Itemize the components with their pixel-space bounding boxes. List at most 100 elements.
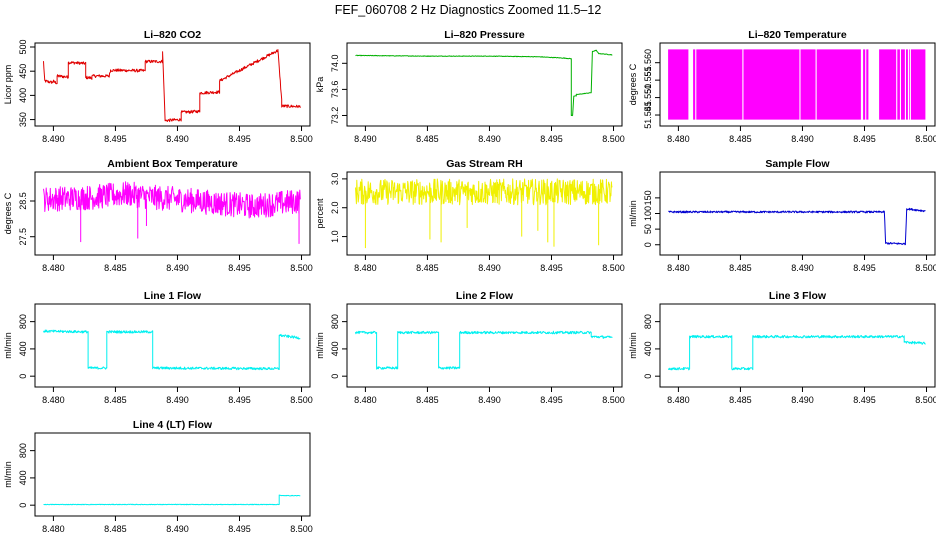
plot-frame <box>34 432 311 517</box>
plot-area <box>43 49 301 123</box>
series-1-line <box>43 329 301 371</box>
x-tick-label: 8.480 <box>42 395 65 405</box>
y-tick-label: 100 <box>643 206 653 221</box>
x-tick-label: 8.500 <box>290 263 313 273</box>
x-tick-label: 8.485 <box>416 263 439 273</box>
chart-panel-3: Li–820 Temperature 8.480 8.485 8.490 8.495 8.… <box>628 29 936 144</box>
y-tick-label: 800 <box>18 314 28 329</box>
panel-title: Li–820 Temperature <box>748 29 847 41</box>
x-tick-label: 8.495 <box>228 524 251 534</box>
y-axis-label: degrees C <box>3 192 13 234</box>
x-tick-label: 8.490 <box>478 263 501 273</box>
x-tick-label: 8.490 <box>42 134 65 144</box>
x-tick-label: 8.495 <box>104 134 127 144</box>
plot-area <box>43 181 301 244</box>
plot-area <box>355 49 613 117</box>
y-axis-label: ml/min <box>3 461 13 488</box>
x-tick-label: 8.495 <box>853 134 876 144</box>
y-tick-label: 0 <box>643 242 653 247</box>
x-tick-label: 8.495 <box>853 263 876 273</box>
x-tick-label: 8.490 <box>166 134 189 144</box>
x-tick-label: 8.500 <box>290 134 313 144</box>
x-tick-label: 8.495 <box>853 395 876 405</box>
x-tick-label: 8.495 <box>228 263 251 273</box>
x-tick-label: 8.495 <box>228 134 251 144</box>
x-tick-label: 8.480 <box>42 263 65 273</box>
x-tick-label: 8.500 <box>290 395 313 405</box>
series-1-line <box>355 49 613 117</box>
panel-title: Sample Flow <box>765 158 830 170</box>
chart-panel-5: Gas Stream RH 8.480 8.485 8.490 8.495 8.500 1.… <box>315 158 625 273</box>
x-tick-label: 8.485 <box>104 263 127 273</box>
x-tick-label: 8.485 <box>416 395 439 405</box>
y-tick-label: 0 <box>18 503 28 508</box>
x-tick-label: 8.490 <box>791 134 814 144</box>
x-tick-label: 8.490 <box>478 134 501 144</box>
series-1-line <box>43 181 301 219</box>
y-tick-label: 150 <box>643 190 653 205</box>
y-tick-label: 28.5 <box>18 192 28 210</box>
y-tick-label: 400 <box>18 88 28 103</box>
plot-area <box>668 207 926 246</box>
y-tick-label: 400 <box>643 341 653 356</box>
x-tick-label: 8.500 <box>602 263 625 273</box>
plot-area <box>355 178 613 249</box>
y-tick-label: 400 <box>18 470 28 485</box>
y-tick-label: 51.550 <box>643 84 653 112</box>
x-tick-label: 8.495 <box>540 263 563 273</box>
y-tick-label: 74.0 <box>330 55 340 73</box>
chart-panel-8: Line 2 Flow 8.480 8.485 8.490 8.495 8.500 0 400… <box>315 290 625 405</box>
panel-title: Line 2 Flow <box>456 290 514 302</box>
x-tick-label: 8.480 <box>42 524 65 534</box>
series-1-line <box>43 49 301 123</box>
y-tick-label: 3.0 <box>330 173 340 186</box>
plot-frame <box>659 303 936 388</box>
chart-panel-10: Line 4 (LT) Flow 8.480 8.485 8.490 8.495 8.50… <box>3 419 313 534</box>
plot-frame <box>346 171 623 256</box>
x-tick-label: 8.495 <box>540 134 563 144</box>
x-tick-label: 8.485 <box>416 134 439 144</box>
series-1-line <box>43 494 301 506</box>
y-tick-label: 0 <box>330 374 340 379</box>
chart-panel-2: Li–820 Pressure 8.490 8.485 8.490 8.495 8.500… <box>315 29 625 144</box>
y-tick-label: 2.0 <box>330 201 340 214</box>
y-tick-label: 500 <box>18 39 28 54</box>
y-tick-label: 800 <box>330 314 340 329</box>
y-axis-label: percent <box>315 198 325 229</box>
plot-frame <box>34 303 311 388</box>
x-tick-label: 8.485 <box>104 524 127 534</box>
x-tick-label: 8.490 <box>354 134 377 144</box>
x-tick-label: 8.495 <box>228 395 251 405</box>
y-axis-label: Licor ppm <box>3 65 13 105</box>
panel-title: Li–820 CO2 <box>144 29 201 41</box>
y-tick-label: 800 <box>18 443 28 458</box>
panel-title: Line 4 (LT) Flow <box>133 419 213 431</box>
x-tick-label: 8.495 <box>540 395 563 405</box>
y-tick-label: 27.5 <box>18 228 28 246</box>
y-axis-label: kPa <box>315 77 325 93</box>
plot-frame <box>34 42 311 127</box>
y-axis-label: degrees C <box>628 63 638 105</box>
y-tick-label: 0 <box>18 374 28 379</box>
panel-title: Line 3 Flow <box>769 290 827 302</box>
x-tick-label: 8.490 <box>166 524 189 534</box>
x-tick-label: 8.490 <box>166 395 189 405</box>
y-tick-label: 51.560 <box>643 49 653 77</box>
x-tick-label: 8.500 <box>915 395 936 405</box>
y-tick-label: 51.555 <box>643 66 653 94</box>
y-axis-label: ml/min <box>628 200 638 227</box>
plot-frame <box>346 42 623 127</box>
chart-panel-6: Sample Flow 8.480 8.485 8.490 8.495 8.500 0 50 1… <box>628 158 936 273</box>
x-tick-label: 8.500 <box>915 263 936 273</box>
plot-frame <box>346 303 623 388</box>
series-1-line <box>355 330 613 370</box>
y-axis-label: ml/min <box>3 332 13 359</box>
y-tick-label: 400 <box>330 341 340 356</box>
plot-frame <box>34 171 311 256</box>
x-tick-label: 8.490 <box>478 395 501 405</box>
x-tick-label: 8.485 <box>729 263 752 273</box>
chart-panel-4: Ambient Box Temperature 8.480 8.485 8.490 8.… <box>3 158 313 273</box>
y-axis-label: ml/min <box>315 332 325 359</box>
x-tick-label: 8.480 <box>354 395 377 405</box>
